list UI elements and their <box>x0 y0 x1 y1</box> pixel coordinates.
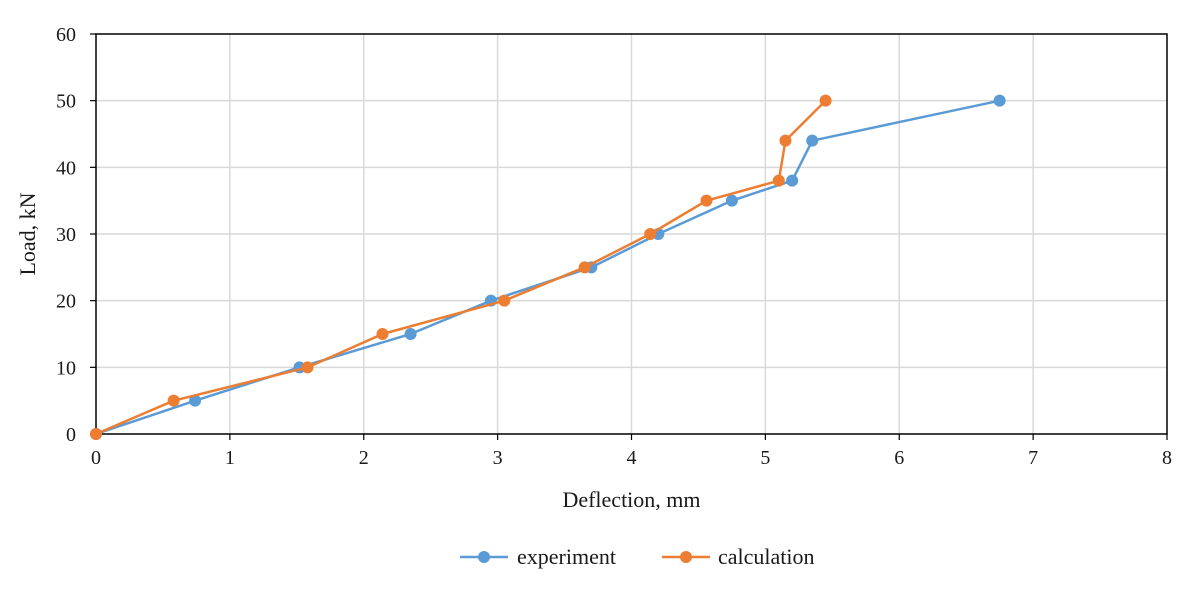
x-tick-label: 8 <box>1162 447 1172 469</box>
experiment-point <box>725 194 738 207</box>
calculation-point <box>578 261 591 274</box>
legend-item-calculation: calculation <box>662 544 815 569</box>
experiment-point <box>404 328 417 340</box>
x-tick-label: 0 <box>91 447 101 469</box>
calculation-point <box>301 361 314 374</box>
calculation-point <box>819 94 832 107</box>
legend-label: calculation <box>718 544 815 569</box>
x-tick-label: 4 <box>627 447 637 469</box>
axes-layer: 0 1 2 3 4 5 6 7 8 0 10 20 30 40 50 60 <box>56 24 1172 469</box>
y-tick-label: 40 <box>56 157 76 179</box>
calculation-point <box>700 194 713 207</box>
x-tick-label: 7 <box>1028 447 1038 469</box>
plot-frame <box>95 33 1168 435</box>
x-axis-title: Deflection, mm <box>562 487 700 512</box>
legend-item-experiment: experiment <box>460 544 616 569</box>
calculation-point <box>90 428 102 440</box>
calculation-point <box>772 174 785 187</box>
y-tick-label: 20 <box>56 291 76 313</box>
labels-layer: Deflection, mm Load, kN <box>15 192 701 512</box>
experiment-point <box>189 394 202 407</box>
x-tick-label: 2 <box>359 447 369 469</box>
legend-swatch-marker <box>680 551 692 563</box>
calculation-line <box>95 99 827 436</box>
y-tick-label: 30 <box>56 224 76 246</box>
experiment-point <box>806 134 819 147</box>
legend-label: experiment <box>517 544 616 569</box>
experiment-line <box>95 99 1000 436</box>
grid-layer <box>96 34 1167 434</box>
x-tick-label: 3 <box>493 447 503 469</box>
calculation-point <box>498 294 511 307</box>
calculation-point <box>779 134 792 147</box>
y-tick-label: 60 <box>56 24 76 46</box>
x-tick-label: 6 <box>894 447 904 469</box>
series-calculation <box>90 94 832 440</box>
x-tick-label: 5 <box>760 447 770 469</box>
calculation-point <box>167 394 180 407</box>
legend-swatch-marker <box>478 551 490 563</box>
calculation-point <box>644 228 657 240</box>
y-tick-label: 50 <box>56 91 76 113</box>
experiment-point <box>786 174 799 187</box>
experiment-point <box>993 94 1006 107</box>
y-tick-label: 10 <box>56 357 76 379</box>
legend: experiment calculation <box>460 544 815 569</box>
calculation-point <box>376 328 389 340</box>
x-tick-label: 1 <box>225 447 235 469</box>
series-layer <box>90 94 1006 440</box>
y-axis-title: Load, kN <box>15 192 40 275</box>
y-tick-label: 0 <box>66 424 76 446</box>
